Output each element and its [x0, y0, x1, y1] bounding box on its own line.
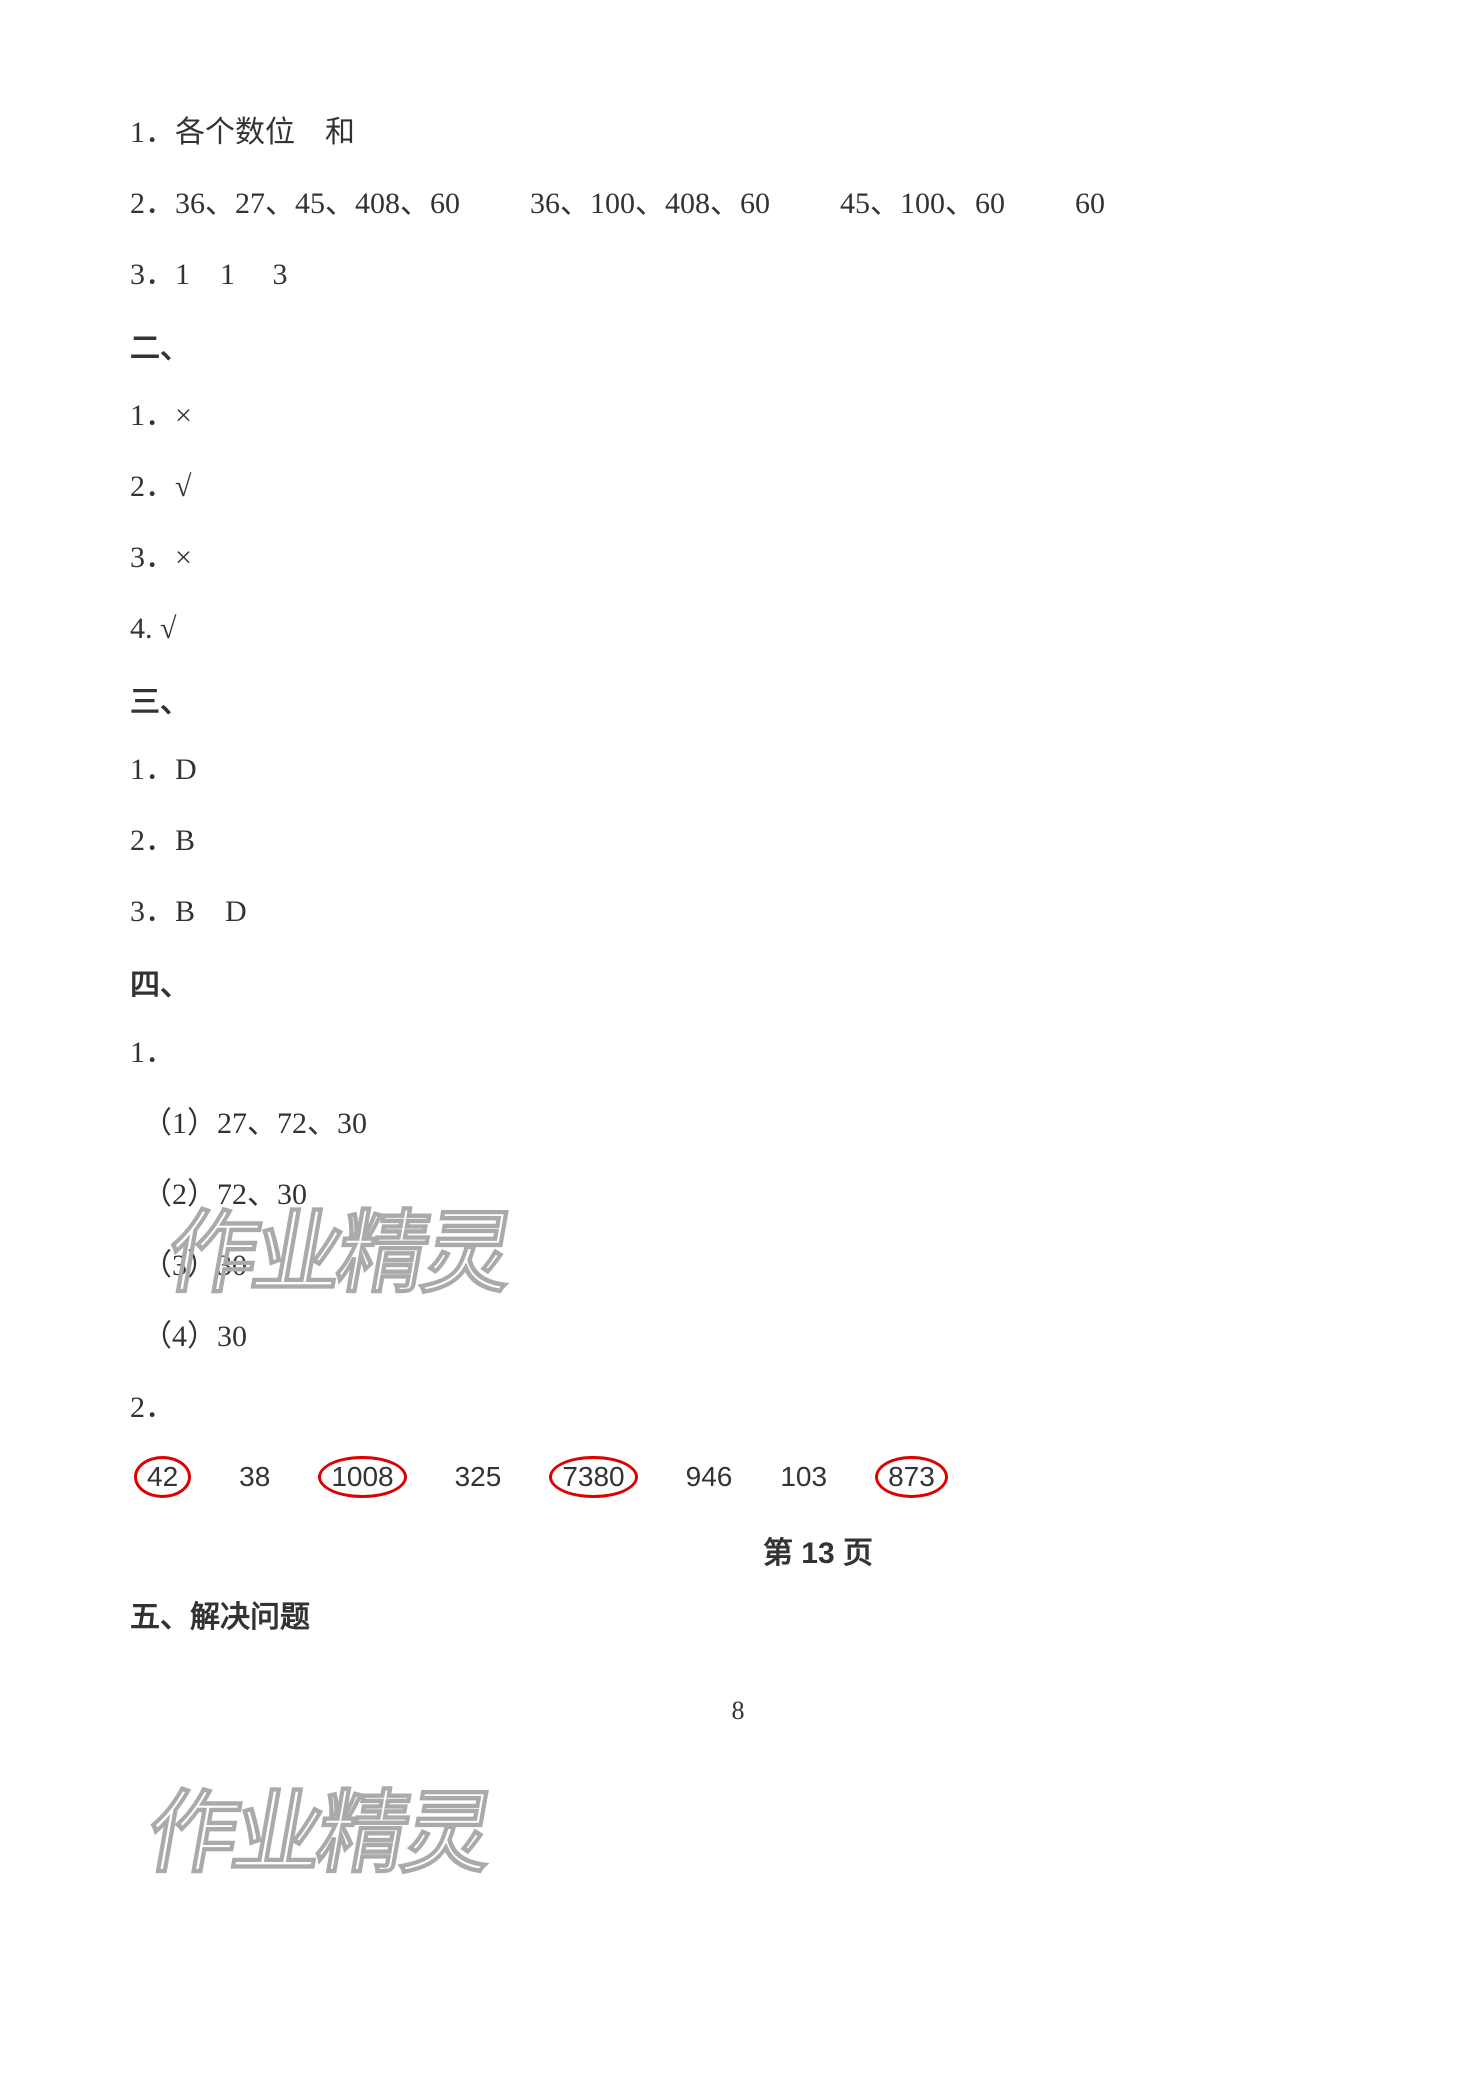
number-row: 42 38 1008 325 7380 946 103 873	[130, 1456, 1346, 1498]
answer-item: 1．×	[130, 393, 1346, 438]
line-prefix: 3．	[130, 895, 175, 928]
answer-line-3: 3．1 1 3	[130, 252, 1346, 297]
sub-answer: （2）72、30	[130, 1172, 1346, 1217]
line-part: 各个数位	[175, 116, 295, 149]
answer-line-2: 2．36、27、45、408、60 36、100、408、60 45、100、60 6…	[130, 181, 1346, 226]
sub-answer: （4）30	[130, 1314, 1346, 1359]
section-4-header: 四、	[130, 960, 1346, 1004]
section-3-header: 三、	[130, 677, 1346, 721]
page-footer: 8	[130, 1696, 1346, 1726]
answer-item: 2．B	[130, 818, 1346, 863]
number-group: 45、100、60	[840, 181, 1005, 226]
plain-number: 103	[780, 1461, 827, 1493]
line-prefix: 1．	[130, 116, 175, 149]
answer-item: 1．D	[130, 747, 1346, 792]
circled-number: 873	[875, 1456, 948, 1498]
answer-item: 2．	[130, 1385, 1346, 1430]
answer-item: 1．	[130, 1030, 1346, 1075]
circled-number: 7380	[549, 1456, 637, 1498]
plain-number: 38	[239, 1461, 270, 1493]
page-marker: 第 13 页	[130, 1528, 1346, 1572]
sub-answer: （3）30	[130, 1243, 1346, 1288]
line-part: D	[225, 895, 247, 928]
line-part: 和	[325, 116, 355, 149]
circled-number: 42	[134, 1456, 191, 1498]
line-part: 1	[175, 258, 190, 291]
number-group: 36、27、45、408、60	[175, 181, 460, 226]
line-part: B	[175, 895, 195, 928]
watermark-text: 作业精灵	[139, 1760, 502, 1890]
line-part: 3	[273, 258, 288, 291]
section-5-header: 五、解决问题	[130, 1592, 1346, 1636]
sub-answer: （1）27、72、30	[130, 1101, 1346, 1146]
plain-number: 325	[455, 1461, 502, 1493]
section-2-header: 二、	[130, 323, 1346, 367]
line-part: 1	[220, 258, 235, 291]
answer-item: 3．×	[130, 535, 1346, 580]
plain-number: 946	[686, 1461, 733, 1493]
page-container: 1．各个数位 和 2．36、27、45、408、6036、100、408、604…	[0, 0, 1476, 1766]
number-group: 60	[1075, 187, 1105, 220]
answer-item: 4. √	[130, 606, 1346, 651]
answer-line-1: 1．各个数位 和	[130, 110, 1346, 155]
answer-item: 3．B D	[130, 889, 1346, 934]
number-group: 36、100、408、60	[530, 181, 770, 226]
line-prefix: 3．	[130, 258, 175, 291]
circled-number: 1008	[318, 1456, 406, 1498]
answer-item: 2．√	[130, 464, 1346, 509]
line-prefix: 2．	[130, 187, 175, 220]
